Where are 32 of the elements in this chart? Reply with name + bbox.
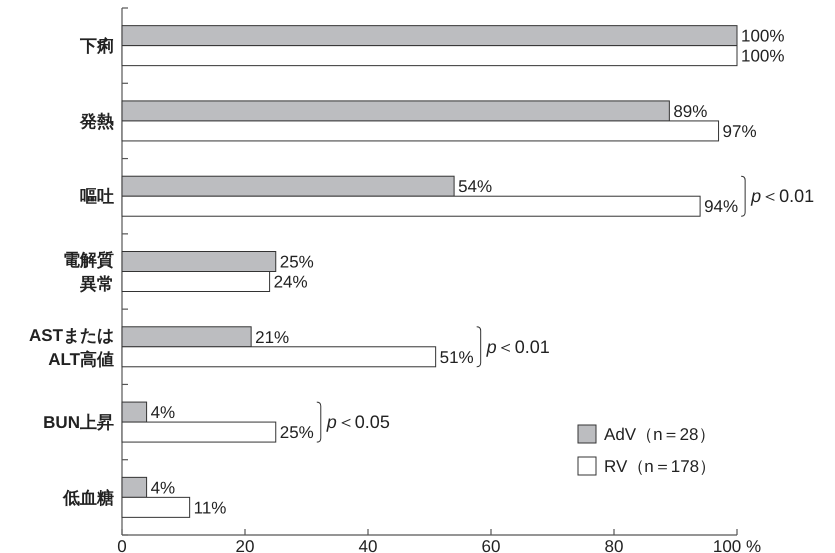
y-tick-label: ASTまたはALT高値	[29, 326, 114, 369]
text: p＜0.01	[750, 186, 814, 206]
x-tick-label: 40	[358, 537, 378, 553]
data-label: 51%	[440, 348, 474, 367]
legend-label: RV（n＝178）	[604, 457, 716, 476]
legend-label: AdV（n＝28）	[604, 425, 716, 444]
y-tick-label: 低血糖	[62, 488, 114, 508]
data-label: 54%	[458, 177, 492, 196]
data-label: 21%	[255, 328, 290, 347]
x-tick-label: 80	[604, 537, 624, 553]
data-label: 4%	[150, 478, 176, 498]
y-tick-label: 発熱	[79, 112, 114, 131]
data-label: 24%	[274, 272, 308, 292]
data-label: 94%	[704, 197, 738, 216]
data-label: 89%	[673, 102, 708, 121]
data-label: 25%	[280, 423, 314, 442]
data-label: 11%	[194, 498, 226, 518]
x-tick-label: 100 %	[712, 537, 762, 553]
data-label: 100%	[741, 26, 784, 46]
data-label: 97%	[722, 122, 757, 141]
annotation: p＜0.01	[486, 336, 550, 357]
x-tick-label: 20	[236, 537, 254, 553]
annotation: p＜0.05	[326, 412, 390, 432]
data-label: 25%	[280, 252, 314, 272]
y-tick-label: BUN上昇	[43, 413, 114, 432]
data-label: 100%	[741, 46, 784, 66]
data-label: 4%	[150, 403, 176, 422]
x-tick-label: 60	[482, 537, 500, 553]
y-tick-label: 嘔吐	[80, 187, 114, 206]
y-tick-label: 下痢	[79, 36, 114, 56]
y-tick-label: 電解質異常	[63, 250, 114, 294]
x-tick-label: 0	[117, 537, 127, 553]
